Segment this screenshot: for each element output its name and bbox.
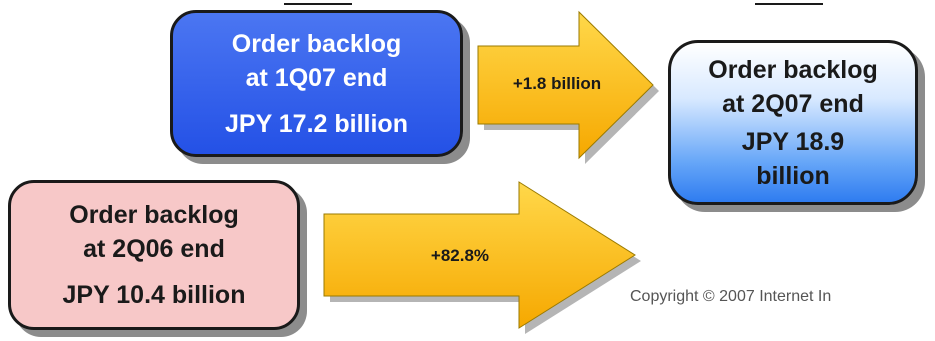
lower-arrow-label: +82.8% bbox=[430, 246, 490, 265]
header-rule-left bbox=[284, 3, 352, 5]
backlog-1q07-line1: Order backlog bbox=[231, 29, 402, 58]
backlog-1q07-line2: at 1Q07 end bbox=[245, 63, 388, 92]
header-rule-right bbox=[755, 3, 823, 5]
backlog-2q07-value-line2: billion bbox=[756, 161, 830, 190]
copyright-text: Copyright © 2007 Internet In bbox=[630, 288, 832, 305]
backlog-2q07-value-line1: JPY 18.9 bbox=[741, 127, 845, 156]
backlog-1q07-box: Order backlog at 1Q07 end JPY 17.2 billi… bbox=[170, 10, 463, 157]
backlog-2q07-line2: at 2Q07 end bbox=[722, 89, 864, 118]
backlog-2q06-box: Order backlog at 2Q06 end JPY 10.4 billi… bbox=[8, 180, 300, 330]
backlog-2q06-line1: Order backlog bbox=[69, 201, 239, 229]
backlog-2q06-line2: at 2Q06 end bbox=[83, 235, 225, 263]
upper-arrow bbox=[477, 10, 654, 160]
backlog-2q07-box: Order backlog at 2Q07 end JPY 18.9 billi… bbox=[668, 40, 918, 205]
backlog-2q07-line1: Order backlog bbox=[708, 55, 878, 84]
upper-arrow-label: +1.8 billion bbox=[512, 74, 602, 93]
backlog-1q07-value: JPY 17.2 billion bbox=[225, 109, 408, 138]
lower-arrow bbox=[323, 181, 636, 329]
backlog-2q06-value: JPY 10.4 billion bbox=[62, 281, 246, 309]
